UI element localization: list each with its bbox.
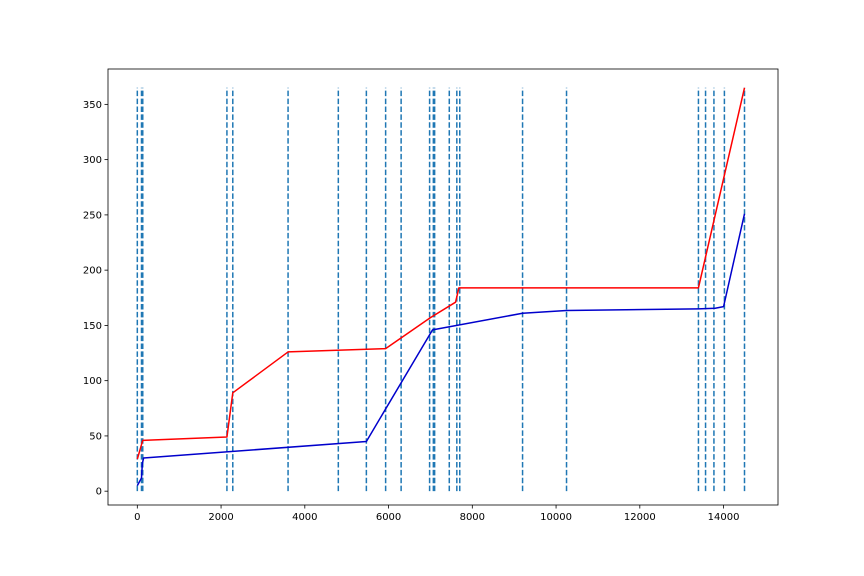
y-tick-label-3: 150: [83, 321, 102, 332]
series-lines: [136, 87, 746, 487]
series-line-1: [136, 213, 746, 487]
y-tick-label-6: 300: [83, 155, 102, 166]
y-tick-label-2: 100: [83, 376, 102, 387]
vertical-dashed-lines: [136, 87, 746, 492]
series-line-0: [136, 87, 746, 460]
x-tick-label-7: 14000: [708, 512, 740, 523]
y-axis-ticks: 0 50 100 150 200 250 300 350: [83, 100, 108, 498]
y-tick-label-4: 200: [83, 266, 102, 277]
x-tick-label-1: 2000: [208, 512, 233, 523]
x-tick-label-2: 4000: [292, 512, 317, 523]
y-tick-label-5: 250: [83, 210, 102, 221]
y-tick-label-1: 50: [89, 431, 102, 442]
y-tick-label-7: 350: [83, 100, 102, 111]
x-axis-ticks: 0 2000 4000 6000 8000 10000 12000 14000: [134, 505, 739, 523]
x-tick-label-3: 6000: [376, 512, 401, 523]
x-tick-label-5: 10000: [540, 512, 572, 523]
x-tick-label-0: 0: [134, 512, 140, 523]
y-tick-label-0: 0: [96, 487, 102, 498]
plot-frame: [107, 68, 779, 506]
x-tick-label-6: 12000: [624, 512, 656, 523]
x-tick-label-4: 8000: [460, 512, 485, 523]
